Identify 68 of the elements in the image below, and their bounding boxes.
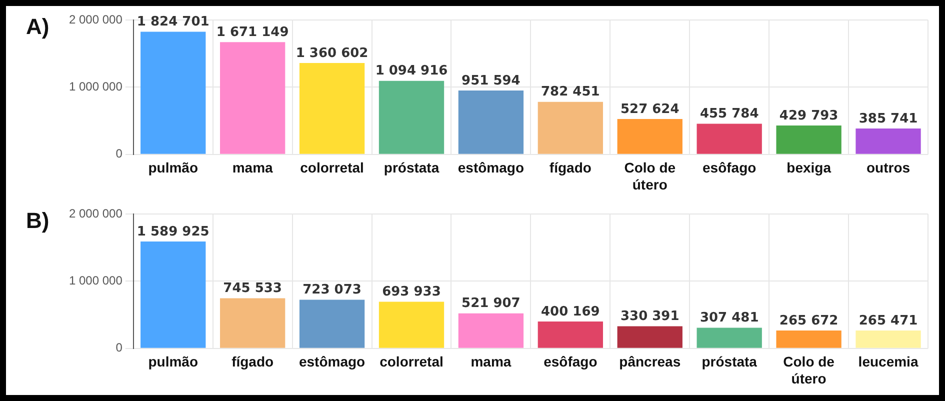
chart-title: B) [26, 208, 50, 234]
bar [856, 330, 921, 348]
x-tick-label: leucemia [858, 354, 918, 370]
data-label: 1 094 916 [375, 64, 448, 79]
data-label: 521 907 [462, 296, 520, 312]
data-label: 782 451 [541, 84, 600, 100]
bar [140, 242, 206, 348]
y-tick-label: 0 [116, 340, 123, 355]
data-label: 265 672 [779, 313, 838, 328]
data-label: 330 391 [620, 309, 680, 324]
bar [776, 330, 842, 348]
bar [220, 298, 286, 348]
y-tick-label: 1 000 000 [68, 80, 123, 94]
bar [378, 80, 444, 154]
x-tick-label: Colo de útero [624, 160, 676, 192]
data-label: 265 471 [858, 313, 918, 328]
bar [538, 102, 604, 154]
bar [538, 322, 604, 348]
data-label: 400 169 [541, 304, 600, 320]
data-label: 1 671 149 [216, 24, 289, 40]
x-tick-label: próstata [702, 354, 758, 370]
data-label: 1 589 925 [136, 224, 210, 240]
bar [378, 302, 444, 348]
x-tick-label: colorretal [300, 160, 364, 176]
x-tick-label: esôfago [544, 354, 598, 370]
data-label: 1 824 701 [136, 14, 210, 30]
data-label: 429 793 [779, 108, 838, 124]
x-tick-label: Colo de útero [783, 354, 835, 386]
data-label: 951 594 [462, 73, 520, 88]
x-tick-label: pulmão [148, 354, 198, 370]
bar [299, 62, 365, 154]
data-label: 385 741 [858, 111, 918, 126]
bar [458, 90, 524, 154]
data-label: 723 073 [302, 282, 362, 298]
x-tick-label: estômago [298, 354, 366, 370]
x-tick-label: fígado [549, 160, 592, 176]
bar [458, 313, 524, 348]
bar [220, 42, 286, 154]
x-tick-label: esôfago [702, 160, 756, 176]
bar [617, 326, 682, 348]
bar [140, 32, 206, 154]
x-tick-label: mama [470, 354, 512, 370]
x-tick-label: colorretal [380, 354, 444, 370]
chart-title: A) [26, 14, 50, 40]
data-label: 307 481 [700, 310, 759, 326]
y-tick-label: 2 000 000 [68, 12, 123, 26]
bar [696, 124, 762, 154]
x-tick-label: fígado [232, 354, 274, 370]
bar [776, 126, 842, 154]
data-label: 455 784 [700, 106, 759, 122]
bar [856, 128, 921, 154]
x-tick-label: próstata [384, 160, 440, 176]
y-tick-label: 1 000 000 [68, 274, 123, 288]
x-tick-label: estômago [458, 160, 524, 176]
data-label: 745 533 [223, 281, 282, 296]
x-tick-label: pâncreas [619, 354, 681, 370]
data-label: 527 624 [620, 102, 680, 117]
data-label: 1 360 602 [296, 46, 368, 61]
y-tick-label: 2 000 000 [68, 206, 123, 220]
x-tick-label: outros [866, 160, 910, 176]
bar [696, 328, 762, 348]
data-label: 693 933 [382, 284, 441, 300]
x-tick-label: pulmão [148, 160, 198, 176]
x-tick-label: bexiga [786, 160, 832, 176]
x-tick-label: mama [232, 160, 274, 176]
bar [617, 118, 682, 154]
y-tick-label: 0 [116, 146, 123, 161]
bar [299, 300, 365, 348]
